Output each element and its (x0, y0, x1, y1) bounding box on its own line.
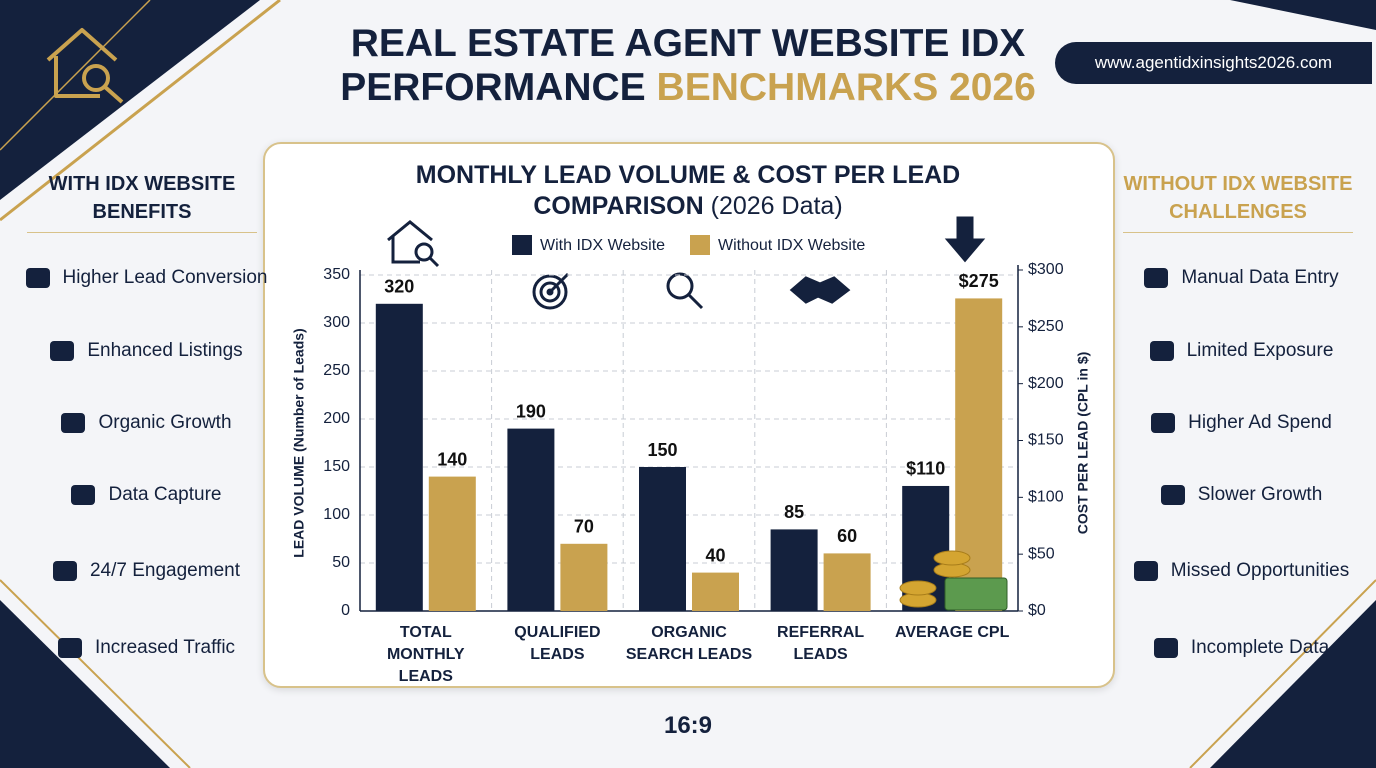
page-title: REAL ESTATE AGENT WEBSITE IDX PERFORMANC… (318, 22, 1058, 110)
coin (933, 550, 971, 566)
x-tick-label: REFERRAL LEADS (777, 624, 865, 663)
category-icons (387, 216, 986, 310)
item-text: Increased Traffic (94, 637, 236, 658)
item-text: Incomplete Data (1190, 637, 1330, 658)
left-panel-title: WITH IDX WEBSITE BENEFITS (27, 170, 257, 233)
item-text: Higher Lead Conversion (62, 267, 268, 288)
item-icon (1153, 638, 1178, 658)
item-icon (71, 485, 96, 505)
item-text: Manual Data Entry (1181, 267, 1339, 288)
y-tick-label: 100 (323, 506, 350, 523)
panel-item: Enhanced Listings (5, 334, 285, 368)
value-label: 85 (784, 502, 804, 522)
legend-swatch (690, 235, 710, 255)
item-text: Missed Opportunities (1170, 560, 1350, 581)
item-icon (1160, 485, 1185, 505)
x-tick-label: TOTAL MONTHLY LEADS (386, 624, 465, 685)
item-icon (1149, 341, 1174, 361)
item-icon (1133, 561, 1158, 581)
coins-decoration (899, 550, 1008, 611)
y-tick-label: 250 (323, 362, 350, 379)
coin (899, 580, 937, 596)
chart-title-text: MONTHLY LEAD VOLUME & COST PER LEAD COMP… (415, 161, 961, 220)
bar (507, 428, 555, 611)
bar (823, 553, 871, 611)
panel-item: Manual Data Entry (1100, 261, 1376, 295)
value-label: $110 (906, 459, 945, 479)
y2-tick-label: $150 (1028, 432, 1064, 449)
value-label: 190 (516, 401, 546, 421)
panel-item: Higher Lead Conversion (5, 261, 285, 295)
value-label: 150 (647, 440, 677, 460)
y2-tick-label: $0 (1028, 602, 1046, 619)
website-pill[interactable]: www.agentidxinsights2026.com (1055, 42, 1372, 84)
value-label: 60 (837, 526, 857, 546)
bar (375, 303, 423, 611)
panel-item: Incomplete Data (1100, 631, 1376, 665)
bar (770, 529, 818, 611)
bar (428, 476, 476, 611)
item-text: 24/7 Engagement (89, 560, 240, 581)
panel-item: Organic Growth (5, 406, 285, 440)
y2-tick-label: $100 (1028, 489, 1064, 506)
y2-tick-label: $50 (1028, 545, 1055, 562)
bill (944, 577, 1008, 611)
panel-item: Slower Growth (1100, 478, 1376, 512)
item-icon (50, 341, 75, 361)
y-tick-label: 50 (332, 554, 350, 571)
value-label: 70 (574, 517, 594, 537)
y2-tick-label: $300 (1028, 261, 1064, 278)
x-tick-label: QUALIFIED LEADS (514, 624, 601, 663)
panel-item: Missed Opportunities (1100, 554, 1376, 588)
title-accent: BENCHMARKS 2026 (656, 66, 1036, 109)
y-tick-label: 350 (323, 266, 350, 283)
legend-label: Without IDX Website (718, 237, 865, 254)
item-icon (25, 268, 50, 288)
y-tick-label: 150 (323, 458, 350, 475)
value-label: 140 (437, 449, 467, 469)
panel-item: Increased Traffic (5, 631, 285, 665)
legend-label: With IDX Website (540, 237, 665, 254)
y-tick-label: 0 (341, 602, 350, 619)
item-icon (1144, 268, 1169, 288)
y-tick-label: 200 (323, 410, 350, 427)
panel-item: 24/7 Engagement (5, 554, 285, 588)
y-tick-label: 300 (323, 314, 350, 331)
y2-tick-label: $200 (1028, 375, 1064, 392)
item-icon (61, 413, 86, 433)
y-axis-label: LEAD VOLUME (Number of Leads) (291, 328, 307, 557)
item-icon (1151, 413, 1176, 433)
item-icon (57, 638, 82, 658)
panel-item: Higher Ad Spend (1100, 406, 1376, 440)
x-tick-label: AVERAGE CPL (894, 624, 1010, 641)
y2-tick-label: $250 (1028, 318, 1064, 335)
panel-item: Data Capture (5, 478, 285, 512)
value-label: 40 (705, 545, 725, 565)
item-icon (52, 561, 77, 581)
chart-title-note: (2026 Data) (710, 192, 843, 220)
value-label: $275 (959, 271, 999, 291)
bar (639, 467, 686, 611)
x-tick-label: ORGANIC SEARCH LEADS (625, 624, 753, 663)
bar (560, 543, 608, 611)
item-text: Enhanced Listings (87, 340, 243, 361)
chart-title: MONTHLY LEAD VOLUME & COST PER LEAD COMP… (400, 160, 976, 222)
bar (692, 572, 739, 611)
y2-axis-label: COST PER LEAD (CPL in $) (1075, 352, 1091, 535)
item-text: Data Capture (108, 484, 222, 505)
item-text: Higher Ad Spend (1188, 412, 1332, 433)
item-text: Organic Growth (98, 412, 232, 433)
item-text: Limited Exposure (1186, 340, 1334, 361)
item-text: Slower Growth (1197, 484, 1323, 505)
right-panel-title: WITHOUT IDX WEBSITE CHALLENGES (1123, 170, 1353, 233)
title-main: REAL ESTATE AGENT WEBSITE IDX PERFORMANC… (340, 22, 1026, 109)
legend-swatch (512, 235, 532, 255)
footer-aspect: 16:9 (663, 712, 713, 739)
panel-item: Limited Exposure (1100, 334, 1376, 368)
value-label: 320 (384, 277, 414, 297)
